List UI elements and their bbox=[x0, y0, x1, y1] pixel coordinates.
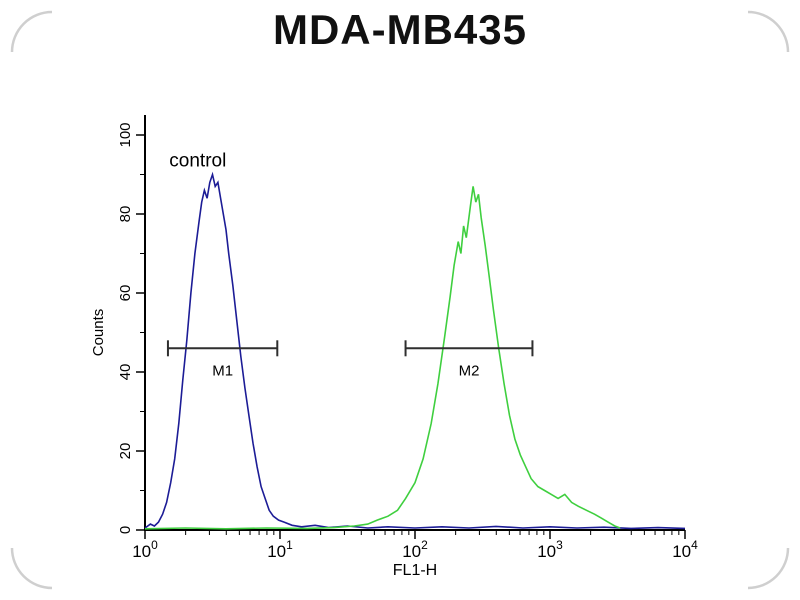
annotation-control: control bbox=[169, 151, 226, 172]
x-tick-label: 103 bbox=[537, 538, 563, 561]
corner-mark-bottom-left bbox=[10, 547, 53, 590]
curve-control-blue bbox=[144, 171, 686, 530]
curve-stained-green bbox=[144, 186, 621, 530]
axes bbox=[144, 115, 685, 531]
y-tick-label: 60 bbox=[117, 285, 134, 302]
gate-M1-label: M1 bbox=[212, 362, 233, 379]
y-tick-label: 80 bbox=[117, 206, 134, 223]
chart-title: MDA-MB435 bbox=[272, 6, 528, 53]
x-axis-label: FL1-H bbox=[393, 562, 437, 579]
corner-mark-top-left bbox=[10, 10, 53, 53]
y-tick-label: 0 bbox=[117, 526, 134, 534]
y-tick-label: 100 bbox=[117, 122, 134, 147]
y-tick-label: 40 bbox=[117, 364, 134, 381]
corner-mark-top-right bbox=[747, 10, 790, 53]
x-tick-label: 101 bbox=[267, 538, 293, 561]
x-tick-label: 102 bbox=[402, 538, 428, 561]
x-tick-label: 104 bbox=[672, 538, 698, 561]
gate-M2-label: M2 bbox=[459, 362, 480, 379]
corner-mark-bottom-right bbox=[747, 547, 790, 590]
y-tick-label: 20 bbox=[117, 443, 134, 460]
y-axis-label: Counts bbox=[90, 309, 107, 357]
x-tick-label: 100 bbox=[132, 538, 158, 561]
